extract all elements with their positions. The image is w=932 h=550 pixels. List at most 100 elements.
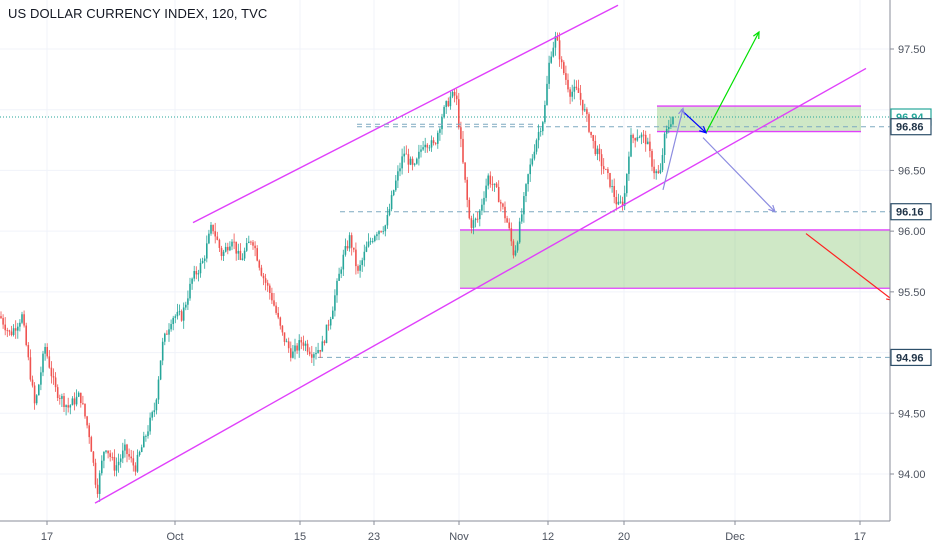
candle-body [124,444,126,451]
candle-body [556,36,559,41]
candle-body [84,403,86,417]
candle-body [52,376,55,378]
candle-body [548,62,550,84]
price-tag: 94.96 [890,348,932,367]
candle-body [23,314,25,326]
candle-body [82,403,84,404]
candle-body [460,127,462,139]
candle-body [523,196,525,215]
candle-body [390,195,393,210]
candle-body [147,431,149,437]
candle-body [63,396,65,407]
time-tick-label: 23 [368,531,380,543]
candle-body [367,241,370,247]
candle-body [401,156,403,169]
time-axis-background [0,521,932,550]
price-axis[interactable]: 94.00 94.50 95.50 96.00 96.50 97.50 [889,0,932,550]
candle-body [613,185,615,197]
candle-body [159,360,162,380]
candle-body [334,295,336,311]
candle-body [149,417,151,432]
candle-body [69,405,72,408]
channel-lower [94,67,867,504]
candle-body [86,416,88,426]
candle-body [569,89,571,97]
candle-body [101,460,103,474]
candle-body [153,410,156,413]
candle-body [239,250,242,260]
candle-body [275,305,277,313]
candle-body [19,322,21,327]
candle-body [306,343,309,352]
candle-body [590,131,592,136]
candle-body [252,242,254,246]
candle-body [317,350,319,353]
candle-body [138,452,141,455]
candle-body [458,99,460,128]
candle-body [638,137,641,139]
price-tick-label: 94.00 [898,469,926,481]
candle-body [73,398,76,405]
candle-body [233,241,235,243]
candle-body [161,341,164,361]
candle-body [489,175,492,185]
candle-body [405,153,408,155]
candle-body [111,456,114,458]
candle-body [632,134,634,139]
candle-body [481,204,483,211]
candle-body [243,250,246,259]
candle-body [296,345,298,351]
candle-body [634,138,636,141]
candle-body [273,300,275,306]
candle-body [655,171,657,174]
candle-body [266,282,269,286]
candle-body [35,395,38,404]
candle-body [353,247,355,250]
candle-body [134,465,137,472]
candle-body [623,193,626,207]
candle-body [619,201,622,203]
candle-body [382,231,384,233]
candle-body [575,86,578,89]
candle-body [220,247,223,256]
price-tick-label: 97.50 [898,44,926,56]
candle-body [338,273,340,281]
candle-body [197,273,200,275]
candle-body [203,258,206,261]
candle-body [294,345,296,352]
candle-body [529,164,531,175]
candle-body [592,135,594,141]
candle-body [487,175,489,186]
time-axis[interactable]: 17 Oct 15 23 Nov 12 20 Dec 17 [0,520,932,550]
candle-body [105,450,107,452]
price-tag: 96.16 [890,203,932,221]
candle-body [342,254,345,270]
candle-body [117,461,120,466]
candle-body [329,318,332,326]
channel-upper [192,4,619,224]
candle-body [611,185,613,187]
candle-body [544,104,546,123]
candle-body [140,447,143,453]
green-up-arrow-head [753,30,760,40]
price-tag-label: 96.16 [896,207,924,219]
candle-body [521,214,523,222]
candle-body [172,317,174,325]
candle-body [290,348,292,358]
candle-body [464,162,466,180]
candle-body [195,271,198,275]
candle-body [525,184,527,197]
candle-body [8,330,11,332]
candle-body [472,220,475,228]
candle-body [164,333,166,342]
candle-body [193,271,195,279]
candle-body [665,128,668,134]
candle-body [61,396,63,399]
candle-body [397,171,399,181]
grey-up-arrow-head [678,107,686,116]
lower-support-zone [460,229,891,289]
candle-body [483,197,485,205]
time-tick-label: Dec [725,531,745,543]
candle-body [269,285,271,293]
